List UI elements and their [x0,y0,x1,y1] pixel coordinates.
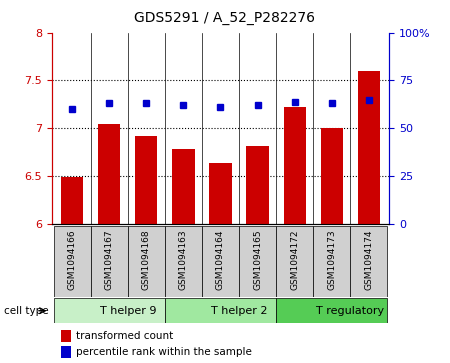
Bar [54,226,91,297]
Text: GSM1094168: GSM1094168 [142,229,151,290]
Text: GSM1094172: GSM1094172 [290,229,299,290]
Bar [313,226,350,297]
Text: GSM1094166: GSM1094166 [68,229,76,290]
Bar [358,71,380,224]
Bar [350,226,387,297]
Bar [165,226,202,297]
Text: GSM1094174: GSM1094174 [364,229,373,290]
Text: GSM1094164: GSM1094164 [216,229,225,290]
Bar [276,298,387,323]
Bar [247,146,269,224]
Text: GSM1094165: GSM1094165 [253,229,262,290]
Bar [172,149,194,224]
Bar [209,163,232,224]
Bar [135,136,158,224]
Text: T helper 9: T helper 9 [99,306,156,316]
Text: T helper 2: T helper 2 [211,306,267,316]
Bar [202,226,239,297]
Bar [128,226,165,297]
Text: GDS5291 / A_52_P282276: GDS5291 / A_52_P282276 [135,11,315,25]
Bar [98,125,120,224]
Text: GSM1094167: GSM1094167 [105,229,114,290]
Bar [91,226,128,297]
Text: GSM1094173: GSM1094173 [327,229,336,290]
Text: GSM1094163: GSM1094163 [179,229,188,290]
Text: transformed count: transformed count [76,331,173,341]
Bar [61,177,83,224]
Bar [321,129,343,224]
Bar [54,298,165,323]
Text: cell type: cell type [4,306,49,316]
Bar [239,226,276,297]
Text: percentile rank within the sample: percentile rank within the sample [76,347,252,357]
Text: T regulatory: T regulatory [316,306,384,316]
Bar [165,298,276,323]
Bar [276,226,313,297]
Bar [284,107,306,224]
